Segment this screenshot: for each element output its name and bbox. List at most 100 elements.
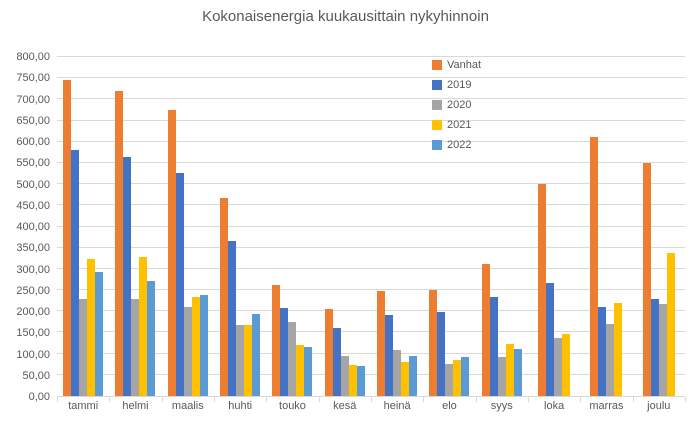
legend-swatch-icon: [432, 100, 442, 110]
x-tick-mark: [214, 397, 215, 402]
gridline: [57, 183, 685, 185]
legend-swatch-icon: [432, 120, 442, 130]
bar-group-elo: [423, 57, 475, 396]
x-tick-mark: [580, 397, 582, 402]
bar-2020-tammi: [79, 299, 88, 396]
bar-2019-huhti: [228, 240, 237, 396]
bar-group-loka: [528, 57, 580, 396]
bar-2019-maalis: [175, 172, 184, 396]
bar-2020-heinä: [393, 350, 402, 396]
x-tick-mark: [57, 397, 58, 402]
gridline: [57, 352, 685, 354]
bar-2020-loka: [554, 337, 563, 396]
bar-vanhat-marras: [590, 137, 599, 396]
bar-2021-huhti: [244, 324, 253, 396]
bar-2020-elo: [445, 363, 454, 396]
x-tick-mark: [528, 397, 529, 402]
bar-2020-maalis: [183, 307, 192, 396]
x-tick-mark: [318, 397, 320, 402]
bar-vanhat-maalis: [167, 109, 176, 396]
gridline: [57, 289, 685, 291]
legend-label: 2020: [447, 99, 472, 111]
y-tick-label: 800,00: [16, 51, 50, 63]
bar-2022-touko: [304, 346, 313, 396]
x-tick-label-heinä: heinä: [383, 400, 411, 412]
bar-group-marras: [580, 57, 632, 396]
x-tick-label-elo: elo: [442, 400, 457, 412]
legend-item-vanhat: Vanhat: [432, 55, 481, 75]
bar-2022-helmi: [147, 280, 156, 396]
legend-swatch-icon: [432, 140, 442, 150]
bar-vanhat-syys: [481, 263, 490, 396]
gridline: [57, 140, 685, 142]
x-tick-mark: [161, 397, 163, 402]
y-tick-label: 650,00: [16, 114, 50, 127]
bar-2019-helmi: [123, 156, 132, 396]
bar-2019-joulu: [650, 298, 659, 396]
bar-2019-kesä: [332, 327, 341, 396]
gridline: [57, 310, 685, 312]
bar-2021-maalis: [191, 296, 200, 396]
bar-group-tammi: [57, 57, 109, 396]
bar-2019-elo: [437, 312, 446, 396]
bar-2022-elo: [461, 357, 470, 396]
bar-group-heinä: [371, 57, 423, 396]
bar-group-huhti: [214, 57, 266, 396]
bar-group-touko: [266, 57, 318, 396]
x-tick-mark: [266, 397, 268, 402]
bar-2020-huhti: [236, 324, 245, 396]
bar-vanhat-tammi: [63, 80, 72, 396]
bar-groups: [57, 57, 685, 396]
bar-group-helmi: [109, 57, 161, 396]
x-tick-label-touko: touko: [279, 400, 306, 412]
y-tick-label: 0,00: [28, 391, 50, 403]
x-axis: tammi helmi maalis huhti touko kesä heinä elo sy…: [57, 400, 685, 412]
gridline: [57, 77, 685, 79]
bar-2021-elo: [453, 359, 462, 396]
x-tick-label-marras: marras: [589, 400, 624, 412]
y-tick-label: 400,00: [16, 221, 50, 233]
y-tick-label: 200,00: [16, 306, 50, 318]
x-tick-label-kesä: kesä: [333, 400, 357, 412]
legend-label: 2021: [447, 119, 472, 131]
legend-label: Vanhat: [447, 59, 482, 71]
x-tick-mark: [475, 397, 477, 402]
y-tick-label: 450,00: [16, 199, 50, 212]
x-tick-mark: [423, 397, 425, 402]
bar-2021-helmi: [139, 256, 148, 396]
bar-vanhat-kesä: [324, 309, 333, 396]
bar-2019-syys: [489, 297, 498, 396]
bar-2022-maalis: [199, 294, 208, 396]
bar-vanhat-elo: [429, 290, 438, 396]
bar-2022-syys: [513, 349, 522, 396]
legend-item-2021: 2021: [432, 115, 481, 135]
bar-2022-heinä: [409, 356, 418, 396]
gridline: [57, 161, 685, 163]
legend-item-2019: 2019: [432, 75, 481, 95]
bar-2021-kesä: [348, 364, 357, 396]
x-tick-label-maalis: maalis: [171, 400, 204, 412]
bar-2022-tammi: [95, 271, 104, 396]
y-tick-label: 750,00: [16, 72, 50, 85]
bar-vanhat-touko: [272, 284, 281, 396]
x-tick-label-loka: loka: [544, 400, 565, 412]
bar-2019-marras: [598, 307, 607, 396]
x-tick-label-joulu: joulu: [647, 400, 671, 412]
bar-2021-heinä: [401, 362, 410, 396]
bar-2020-touko: [288, 321, 297, 396]
gridline: [57, 246, 685, 248]
bar-vanhat-heinä: [377, 290, 386, 396]
x-tick-mark: [685, 397, 686, 402]
bar-2020-syys: [497, 357, 506, 396]
y-tick-label: 600,00: [16, 136, 50, 148]
bar-2020-kesä: [340, 356, 349, 396]
bar-2021-touko: [296, 345, 305, 396]
bar-2020-helmi: [131, 299, 140, 396]
y-tick-label: 500,00: [16, 178, 50, 191]
bar-2021-tammi: [87, 258, 96, 396]
plot-area: [57, 56, 685, 397]
y-tick-label: 250,00: [16, 284, 50, 297]
y-axis: 0,00 50,00 100,00 150,00 200,00 250,00 300,00 3…: [0, 51, 50, 403]
x-tick-mark: [371, 397, 372, 402]
